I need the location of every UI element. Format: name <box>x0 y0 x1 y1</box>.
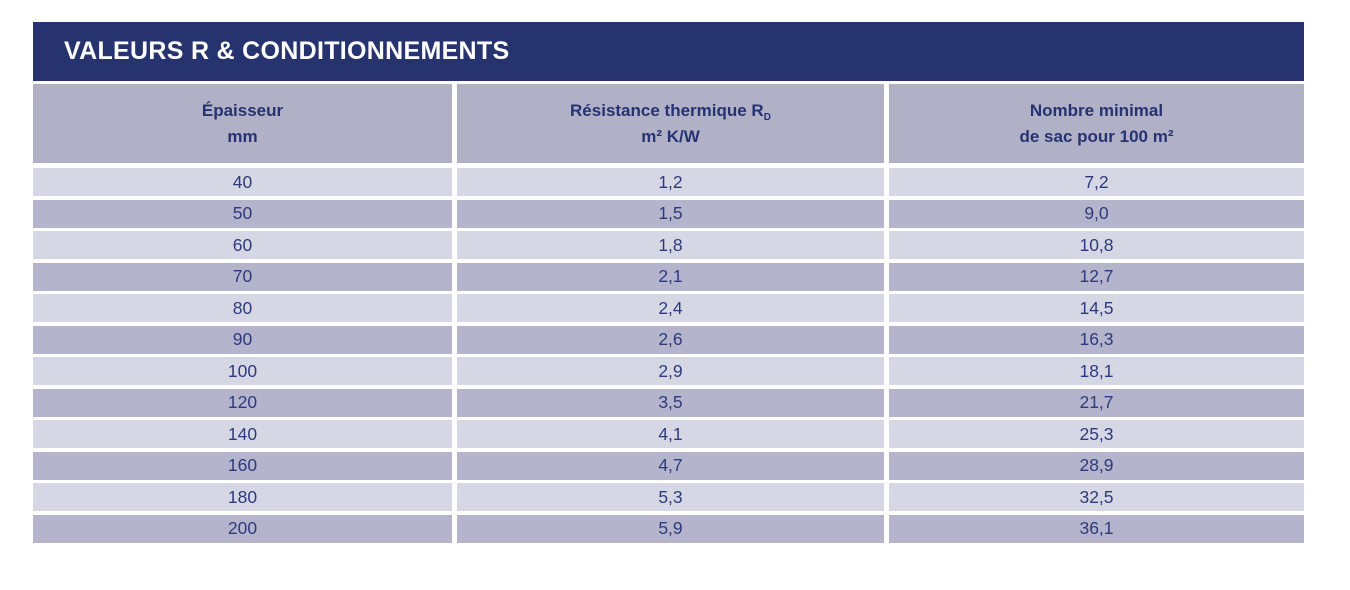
table-row: 90 2,6 16,3 <box>33 325 1304 354</box>
cell-resistance: 2,6 <box>457 325 884 354</box>
cell-bags: 36,1 <box>889 514 1304 543</box>
cell-resistance: 5,3 <box>457 483 884 511</box>
header-thickness-line1: Épaisseur <box>201 101 284 120</box>
table-row: 40 1,2 7,2 <box>33 168 1304 196</box>
header-thickness-line2: mm <box>227 126 258 146</box>
cell-resistance: 2,4 <box>457 294 884 322</box>
cell-resistance: 1,8 <box>457 231 884 259</box>
cell-bags: 28,9 <box>889 451 1304 480</box>
table-row: 100 2,9 18,1 <box>33 357 1304 385</box>
cell-thickness: 160 <box>33 451 452 480</box>
cell-resistance: 4,1 <box>457 420 884 448</box>
header-resistance-line1: Résistance thermique RD <box>570 101 771 123</box>
header-thickness: Épaisseur mm <box>33 84 452 163</box>
cell-thickness: 50 <box>33 199 452 228</box>
cell-thickness: 90 <box>33 325 452 354</box>
cell-resistance: 1,2 <box>457 168 884 196</box>
table-row: 160 4,7 28,9 <box>33 451 1304 480</box>
header-resistance: Résistance thermique RD m² K/W <box>457 84 884 163</box>
cell-resistance: 5,9 <box>457 514 884 543</box>
table-title: VALEURS R & CONDITIONNEMENTS <box>64 37 510 65</box>
cell-resistance: 4,7 <box>457 451 884 480</box>
table-row: 70 2,1 12,7 <box>33 262 1304 291</box>
table-row: 120 3,5 21,7 <box>33 388 1304 417</box>
table-row: 50 1,5 9,0 <box>33 199 1304 228</box>
cell-bags: 16,3 <box>889 325 1304 354</box>
header-bags-line2: de sac pour 100 m² <box>1019 126 1174 146</box>
cell-thickness: 200 <box>33 514 452 543</box>
cell-bags: 9,0 <box>889 199 1304 228</box>
subscript-d: D <box>763 112 771 123</box>
table-row: 80 2,4 14,5 <box>33 294 1304 322</box>
table-body: 40 1,2 7,2 50 1,5 9,0 60 1,8 10,8 70 2,1… <box>33 168 1304 543</box>
cell-thickness: 60 <box>33 231 452 259</box>
cell-thickness: 70 <box>33 262 452 291</box>
table-row: 200 5,9 36,1 <box>33 514 1304 543</box>
table-row: 60 1,8 10,8 <box>33 231 1304 259</box>
cell-resistance: 2,1 <box>457 262 884 291</box>
table-row: 180 5,3 32,5 <box>33 483 1304 511</box>
cell-thickness: 100 <box>33 357 452 385</box>
cell-bags: 10,8 <box>889 231 1304 259</box>
table-row: 140 4,1 25,3 <box>33 420 1304 448</box>
cell-bags: 32,5 <box>889 483 1304 511</box>
header-bags-line1: Nombre minimal <box>1029 101 1164 120</box>
cell-resistance: 3,5 <box>457 388 884 417</box>
table-title-bar: VALEURS R & CONDITIONNEMENTS <box>33 22 1304 81</box>
cell-thickness: 120 <box>33 388 452 417</box>
cell-thickness: 180 <box>33 483 452 511</box>
cell-resistance: 2,9 <box>457 357 884 385</box>
cell-resistance: 1,5 <box>457 199 884 228</box>
r-values-table: VALEURS R & CONDITIONNEMENTS Épaisseur m… <box>33 22 1304 543</box>
cell-thickness: 80 <box>33 294 452 322</box>
cell-bags: 21,7 <box>889 388 1304 417</box>
table-header-row: Épaisseur mm Résistance thermique RD m² … <box>33 84 1304 163</box>
cell-bags: 14,5 <box>889 294 1304 322</box>
cell-thickness: 140 <box>33 420 452 448</box>
cell-bags: 7,2 <box>889 168 1304 196</box>
cell-bags: 25,3 <box>889 420 1304 448</box>
cell-bags: 18,1 <box>889 357 1304 385</box>
header-bags: Nombre minimal de sac pour 100 m² <box>889 84 1304 163</box>
cell-thickness: 40 <box>33 168 452 196</box>
cell-bags: 12,7 <box>889 262 1304 291</box>
header-resistance-line2: m² K/W <box>641 126 700 146</box>
